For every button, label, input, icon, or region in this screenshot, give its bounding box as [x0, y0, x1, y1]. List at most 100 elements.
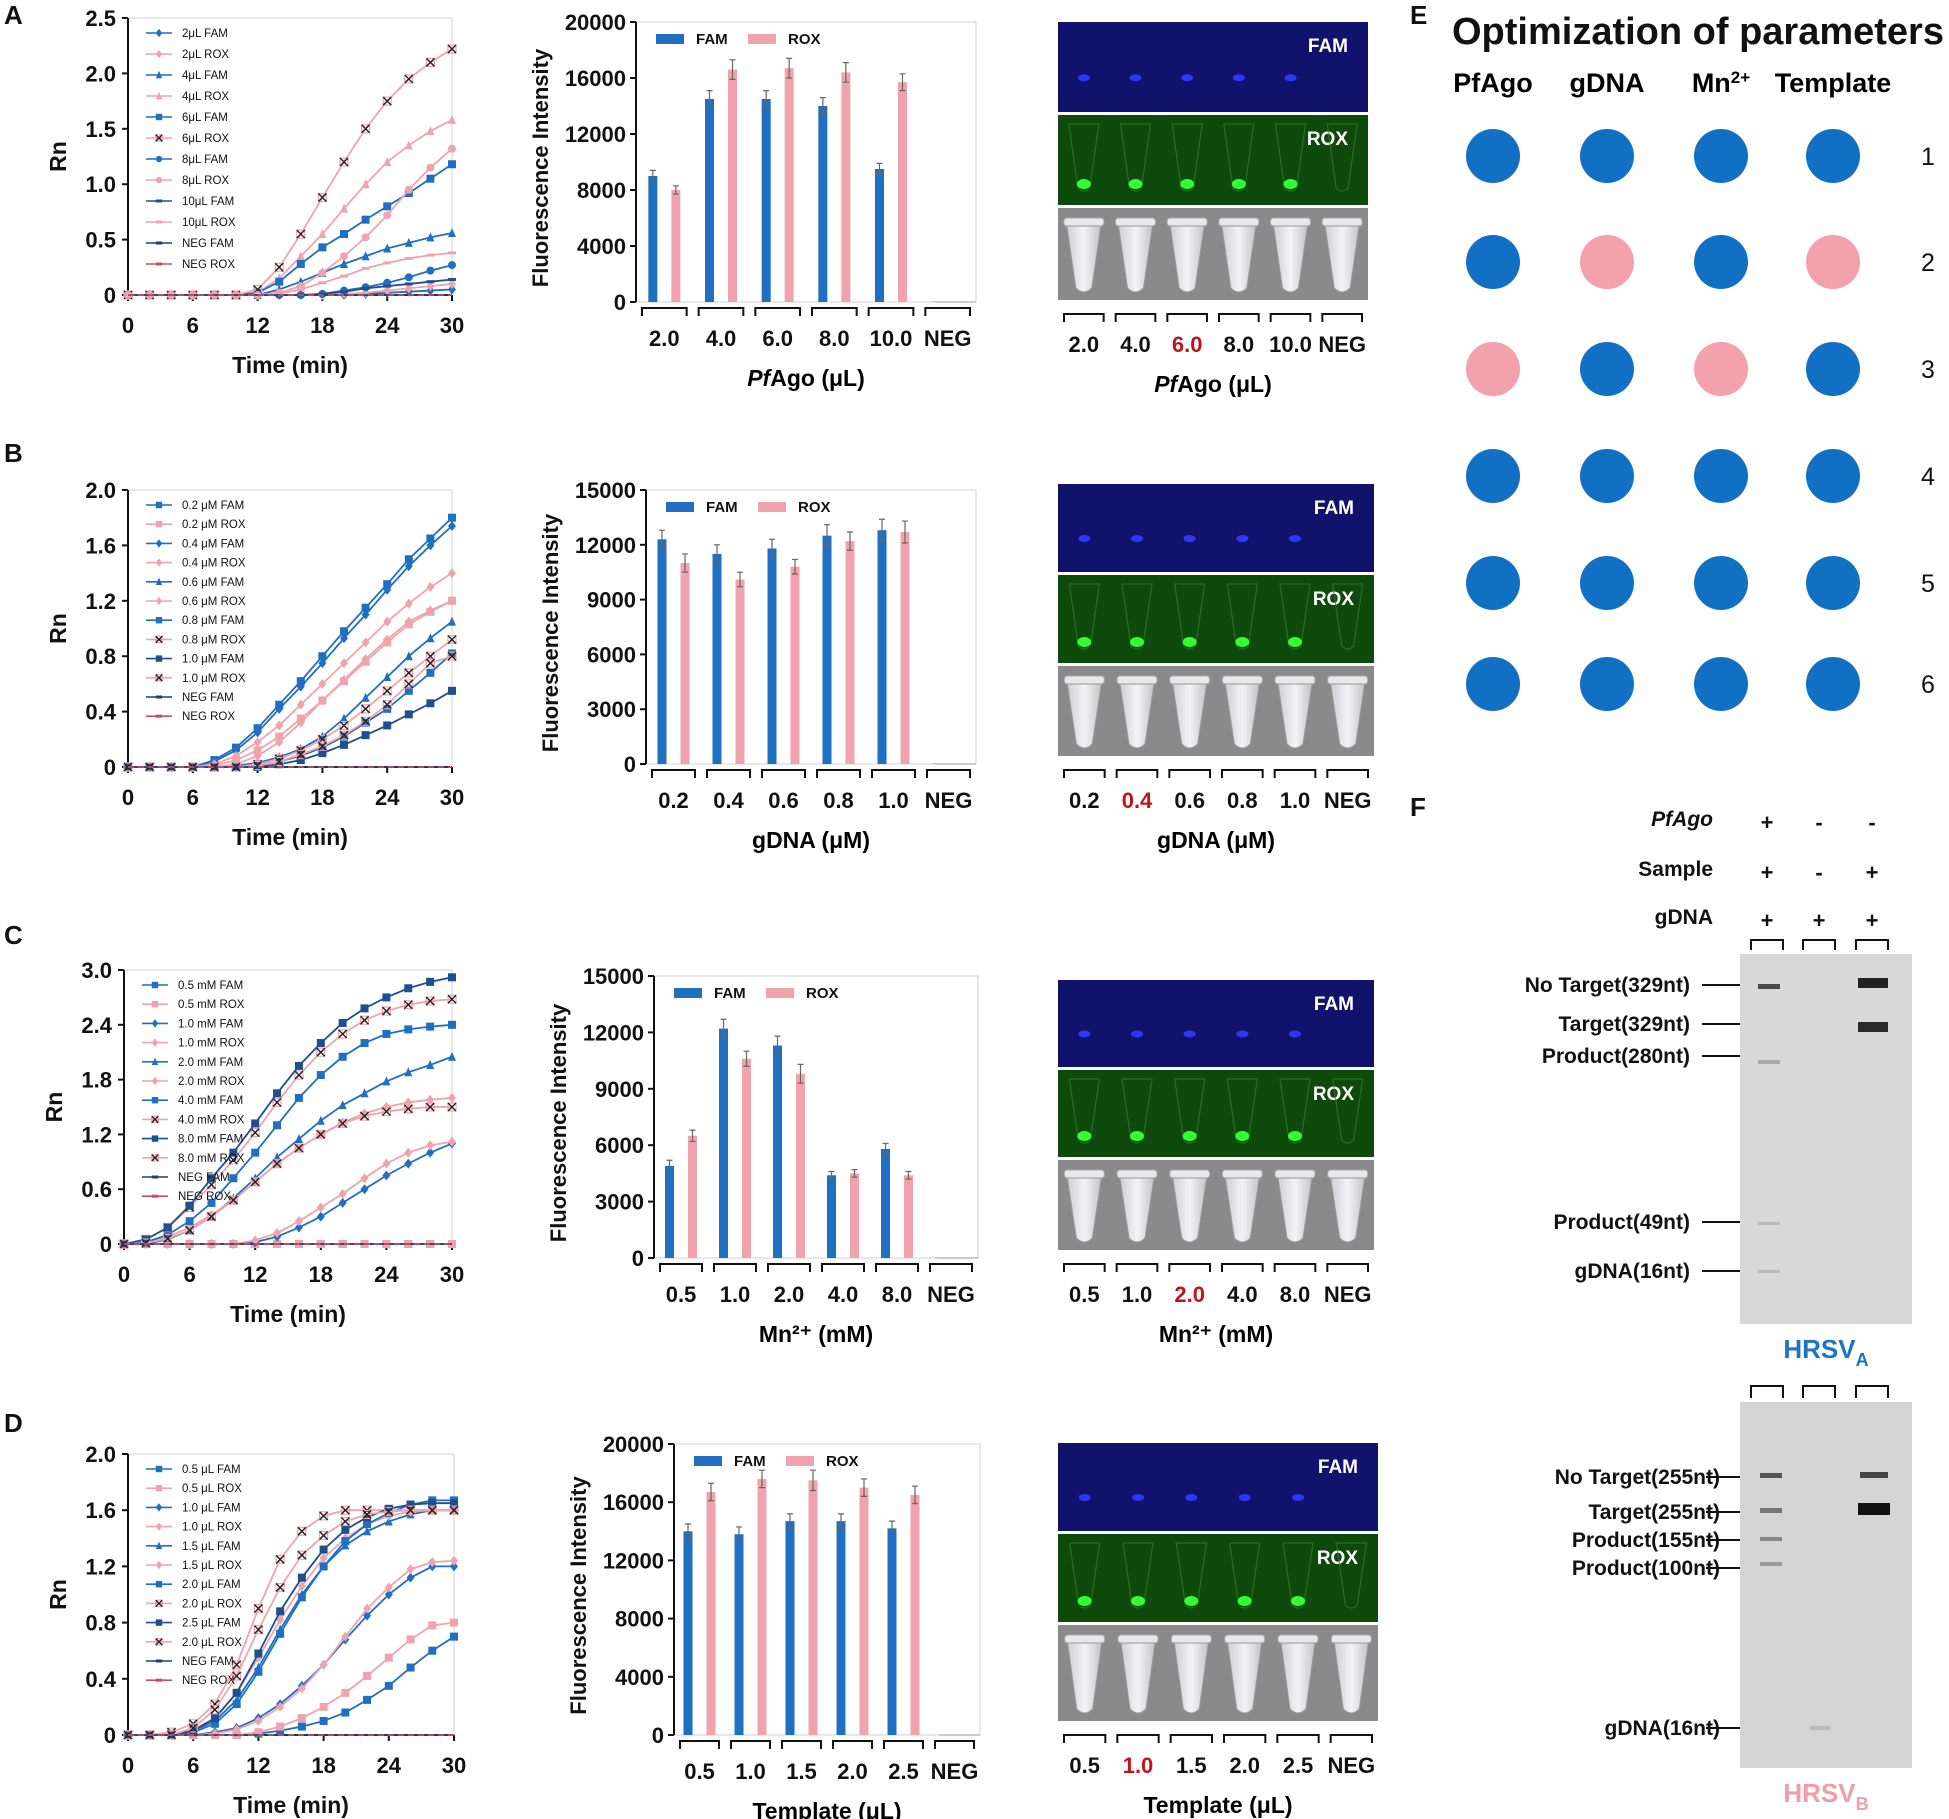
- data-point: [426, 126, 435, 136]
- tube-body: [1066, 683, 1102, 749]
- tube-body: [1120, 1642, 1156, 1714]
- legend-label: 0.6 μM ROX: [182, 596, 246, 608]
- data-point-cross: [381, 1006, 391, 1016]
- data-point: [426, 266, 435, 275]
- gel-condition-label: gDNA: [1655, 906, 1713, 929]
- data-point: [450, 1632, 458, 1641]
- data-point: [340, 658, 348, 669]
- bar-fam: [822, 535, 832, 764]
- bar-fam: [648, 176, 658, 302]
- rox-signal: [1077, 1596, 1092, 1606]
- legend-label: 0.2 μM FAM: [182, 500, 244, 512]
- legend-label-fam: FAM: [706, 499, 738, 516]
- band-label: Target(255nt): [1589, 1501, 1720, 1524]
- rox-signal: [1128, 179, 1143, 189]
- group-bracket: [1273, 1263, 1317, 1272]
- x-tick-label: 0: [122, 785, 134, 810]
- tube-cap: [1115, 217, 1156, 227]
- legend-label: 1.5 μL FAM: [182, 1541, 241, 1553]
- data-point: [428, 1557, 437, 1568]
- result-dot-positive: [1694, 657, 1748, 711]
- error-bar: [666, 1159, 673, 1173]
- result-dot-positive: [1806, 449, 1860, 503]
- data-point: [404, 710, 413, 719]
- tube-label: 2.0: [1174, 1282, 1205, 1307]
- tube-cap: [1274, 675, 1316, 685]
- data-point: [448, 284, 456, 295]
- data-point: [297, 1714, 306, 1723]
- data-point: [403, 1000, 413, 1010]
- tube-body: [1272, 225, 1309, 293]
- data-point: [232, 750, 240, 761]
- series-6: [120, 1020, 456, 1248]
- data-point: [426, 977, 435, 986]
- tube-label: 4.0: [1120, 332, 1151, 357]
- data-point: [383, 580, 392, 589]
- x-tick-label: 0.8: [823, 788, 854, 813]
- x-tick-label: 0.2: [658, 788, 689, 813]
- panel-letter-D: D: [4, 1408, 23, 1438]
- series-7: [123, 1505, 459, 1740]
- error-bar: [889, 1520, 895, 1537]
- param-header-sup: 2+: [1731, 68, 1750, 87]
- result-dot-positive: [1466, 556, 1520, 610]
- gel-condition-sign: +: [1866, 908, 1879, 933]
- data-point: [404, 598, 413, 609]
- error-bar: [714, 544, 720, 564]
- series-6: [124, 1496, 458, 1739]
- error-bar: [720, 1018, 727, 1039]
- data-point: [382, 96, 392, 106]
- gel-condition-sign: -: [1868, 810, 1875, 835]
- row-number: 1: [1921, 143, 1935, 171]
- data-point: [151, 1175, 159, 1179]
- bar-rox: [728, 69, 737, 302]
- data-point: [382, 1076, 391, 1086]
- data-point: [426, 1022, 435, 1031]
- data-point: [185, 1201, 194, 1210]
- data-point: [426, 633, 435, 643]
- group-bracket: [867, 307, 915, 316]
- panel-letter-C: C: [4, 920, 23, 950]
- data-point: [404, 679, 414, 689]
- bar-rox: [757, 1478, 767, 1735]
- data-point-cross: [272, 1097, 282, 1107]
- rox-signal: [1231, 179, 1246, 189]
- legend-label: 1.0 μL ROX: [182, 1522, 242, 1534]
- data-point: [250, 1127, 260, 1138]
- legend-label: 4μL FAM: [182, 70, 228, 82]
- gel-band: [1810, 1726, 1830, 1730]
- result-dot-positive: [1580, 129, 1634, 183]
- data-point: [361, 124, 371, 134]
- rox-signal: [1180, 179, 1195, 189]
- data-point: [340, 1505, 350, 1515]
- data-point: [428, 1646, 437, 1655]
- x-tick-label: 2.0: [774, 1282, 805, 1307]
- x-axis-title-italic: Pf: [747, 365, 772, 391]
- data-point: [404, 185, 413, 194]
- data-point: [360, 1173, 369, 1184]
- bar-fam: [657, 539, 667, 764]
- legend-label: 2.0 μL FAM: [182, 1579, 241, 1591]
- plot-frame: [123, 969, 453, 1245]
- data-point: [448, 616, 456, 626]
- series-line: [128, 599, 453, 768]
- data-point: [273, 1152, 282, 1162]
- data-point: [273, 1121, 282, 1130]
- legend-label: 10μL ROX: [182, 217, 236, 229]
- group-bracket: [1115, 1263, 1159, 1272]
- x-tick-label: 30: [442, 1753, 466, 1778]
- x-tick-label: 1.5: [786, 1759, 817, 1784]
- result-dot-positive: [1806, 129, 1860, 183]
- x-axis-title-text: Template (μL): [752, 1798, 901, 1819]
- tube-cap: [1063, 675, 1105, 685]
- param-header-text: gDNA: [1570, 68, 1645, 98]
- data-point: [340, 713, 348, 723]
- data-point: [318, 281, 327, 285]
- y-tick-label: 8000: [615, 1607, 664, 1632]
- data-point: [426, 232, 435, 242]
- data-point: [275, 277, 284, 286]
- data-point: [253, 761, 263, 771]
- gel-band: [1758, 984, 1780, 989]
- data-point: [296, 717, 305, 728]
